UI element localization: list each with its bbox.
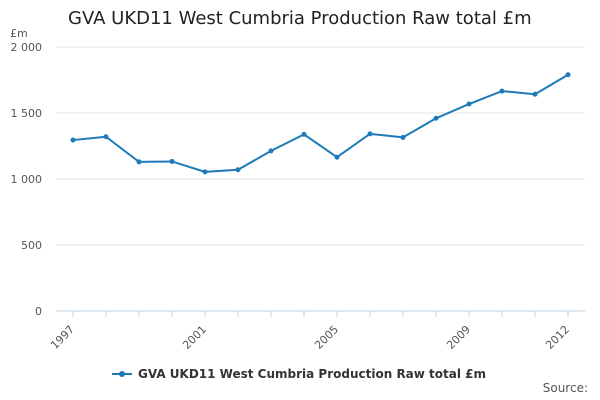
y-tick-label-2: 1 000 xyxy=(11,173,43,186)
legend-swatch-icon xyxy=(112,369,132,379)
x-tick-label-3: 2009 xyxy=(444,323,473,352)
data-point-2001 xyxy=(202,169,208,175)
legend[interactable]: GVA UKD11 West Cumbria Production Raw to… xyxy=(112,364,486,384)
x-axis xyxy=(56,310,585,317)
legend-label: GVA UKD11 West Cumbria Production Raw to… xyxy=(138,367,486,381)
source-label: Source: xyxy=(542,381,588,395)
series-line-0 xyxy=(72,73,569,173)
data-point-2012 xyxy=(565,72,571,78)
data-point-2004 xyxy=(301,131,307,137)
y-axis-unit-label: £m xyxy=(10,27,28,40)
series-layer xyxy=(70,72,571,175)
data-point-2010 xyxy=(499,88,505,94)
data-point-2002 xyxy=(235,167,241,173)
data-point-2003 xyxy=(268,148,274,154)
data-point-2006 xyxy=(367,131,373,137)
y-tick-label-3: 1 500 xyxy=(11,107,43,120)
data-point-2011 xyxy=(532,91,538,97)
x-tick-label-4: 2012 xyxy=(543,323,572,352)
data-point-2009 xyxy=(466,101,472,107)
y-tick-label-4: 2 000 xyxy=(11,41,43,54)
x-tick-label-2: 2005 xyxy=(312,323,341,352)
y-tick-label-0: 0 xyxy=(35,305,42,318)
x-axis-tick-labels: 1997 2001 2005 2009 2012 xyxy=(48,323,572,352)
data-point-1999 xyxy=(136,159,142,165)
data-point-1998 xyxy=(103,134,109,140)
data-point-2005 xyxy=(334,154,340,160)
chart-title: GVA UKD11 West Cumbria Production Raw to… xyxy=(68,8,532,29)
y-tick-label-1: 500 xyxy=(21,239,42,252)
data-point-2007 xyxy=(400,134,406,140)
x-tick-label-0: 1997 xyxy=(48,323,77,352)
y-axis-tick-labels: 0 500 1 000 1 500 2 000 xyxy=(11,41,43,318)
data-point-2008 xyxy=(433,115,439,121)
data-point-2000 xyxy=(169,158,175,164)
x-tick-label-1: 2001 xyxy=(180,323,209,352)
data-point-1997 xyxy=(70,137,76,143)
gridlines xyxy=(56,46,585,246)
